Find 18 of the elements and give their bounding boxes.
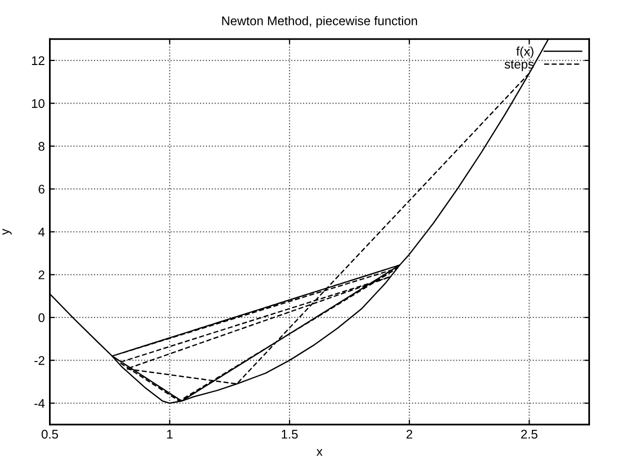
y-tick-label: -4	[34, 399, 45, 408]
x-tick-label: 2	[406, 430, 412, 439]
x-tick-label: 2.5	[521, 430, 538, 439]
legend-label: f(x)	[516, 46, 534, 58]
y-axis-title: y	[2, 228, 12, 235]
y-tick-label: 12	[32, 56, 44, 65]
y-tick-label: 10	[32, 99, 44, 108]
y-tick-label: 8	[38, 142, 44, 151]
x-tick-label: 1.5	[282, 430, 298, 439]
x-tick-label: 1	[167, 430, 173, 439]
y-tick-label: -2	[34, 356, 44, 365]
y-tick-label: 0	[38, 313, 44, 322]
y-tick-label: 6	[38, 184, 44, 194]
y-tick-label: 2	[38, 270, 44, 280]
y-tick-label: 4	[38, 228, 45, 236]
x-tick-label: 0.5	[42, 430, 58, 439]
chart-title: Newton Method, piecewise function	[222, 16, 418, 28]
x-axis-title: x	[316, 449, 322, 456]
